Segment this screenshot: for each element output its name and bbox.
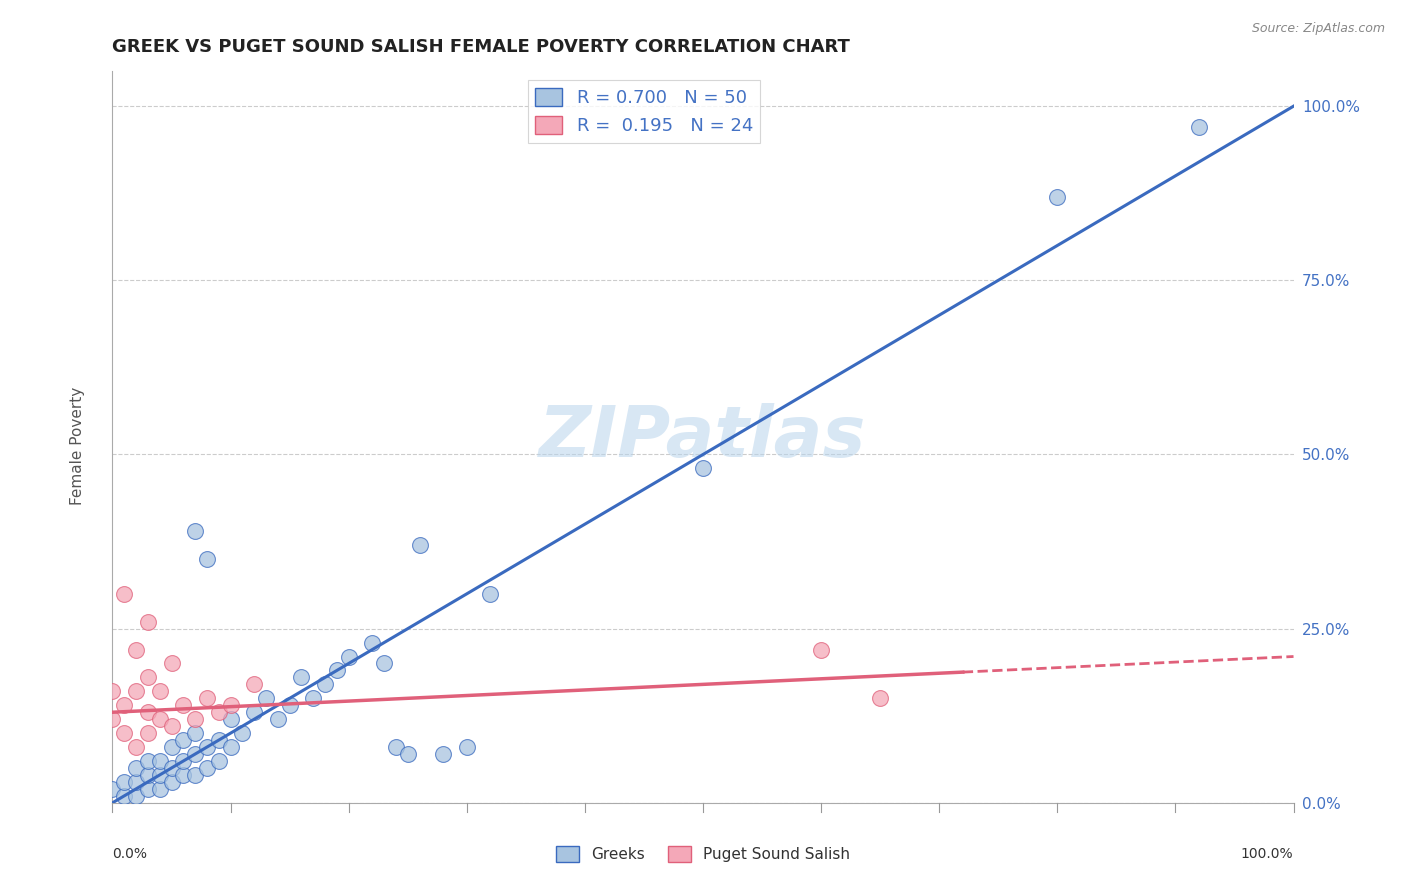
Point	[112, 789, 135, 803]
Point	[136, 670, 159, 684]
Point	[869, 691, 891, 706]
Point	[184, 768, 207, 782]
Point	[125, 642, 148, 657]
Legend: Greeks, Puget Sound Salish: Greeks, Puget Sound Salish	[550, 840, 856, 868]
Point	[314, 677, 336, 691]
Point	[184, 712, 207, 726]
Point	[432, 747, 454, 761]
Point	[149, 712, 172, 726]
Point	[208, 733, 231, 747]
Point	[149, 781, 172, 796]
Point	[408, 538, 430, 552]
Point	[125, 684, 148, 698]
Point	[243, 705, 266, 719]
Point	[195, 552, 218, 566]
Point	[456, 740, 478, 755]
Text: 100.0%: 100.0%	[1241, 847, 1294, 861]
Point	[290, 670, 312, 684]
Point	[136, 726, 159, 740]
Point	[396, 747, 419, 761]
Point	[125, 761, 148, 775]
Point	[219, 698, 242, 713]
Point	[243, 677, 266, 691]
Point	[160, 719, 183, 733]
Point	[101, 781, 124, 796]
Point	[172, 768, 194, 782]
Point	[172, 733, 194, 747]
Point	[385, 740, 408, 755]
Point	[125, 740, 148, 755]
Point	[172, 698, 194, 713]
Text: Source: ZipAtlas.com: Source: ZipAtlas.com	[1251, 22, 1385, 36]
Point	[219, 740, 242, 755]
Point	[184, 726, 207, 740]
Point	[254, 691, 277, 706]
Text: GREEK VS PUGET SOUND SALISH FEMALE POVERTY CORRELATION CHART: GREEK VS PUGET SOUND SALISH FEMALE POVER…	[112, 38, 851, 56]
Point	[267, 712, 290, 726]
Point	[208, 754, 231, 768]
Point	[112, 726, 135, 740]
Point	[479, 587, 502, 601]
Point	[278, 698, 301, 713]
Point	[112, 587, 135, 601]
Point	[136, 781, 159, 796]
Point	[195, 761, 218, 775]
Point	[101, 712, 124, 726]
Point	[172, 754, 194, 768]
Point	[160, 761, 183, 775]
Point	[125, 789, 148, 803]
Point	[160, 740, 183, 755]
Point	[373, 657, 395, 671]
Point	[208, 705, 231, 719]
Point	[160, 657, 183, 671]
Point	[810, 642, 832, 657]
Point	[149, 768, 172, 782]
Point	[337, 649, 360, 664]
Point	[302, 691, 325, 706]
Point	[136, 615, 159, 629]
Point	[1188, 120, 1211, 134]
Point	[184, 747, 207, 761]
Point	[101, 684, 124, 698]
Text: Female Poverty: Female Poverty	[70, 387, 84, 505]
Point	[112, 698, 135, 713]
Point	[219, 712, 242, 726]
Point	[136, 768, 159, 782]
Point	[361, 635, 384, 649]
Point	[326, 664, 349, 678]
Point	[136, 754, 159, 768]
Point	[149, 684, 172, 698]
Point	[149, 754, 172, 768]
Point	[184, 524, 207, 538]
Point	[125, 775, 148, 789]
Point	[112, 775, 135, 789]
Point	[195, 740, 218, 755]
Text: ZIPatlas: ZIPatlas	[540, 402, 866, 472]
Point	[692, 461, 714, 475]
Point	[231, 726, 253, 740]
Point	[195, 691, 218, 706]
Point	[1046, 190, 1069, 204]
Point	[136, 705, 159, 719]
Text: 0.0%: 0.0%	[112, 847, 148, 861]
Point	[160, 775, 183, 789]
